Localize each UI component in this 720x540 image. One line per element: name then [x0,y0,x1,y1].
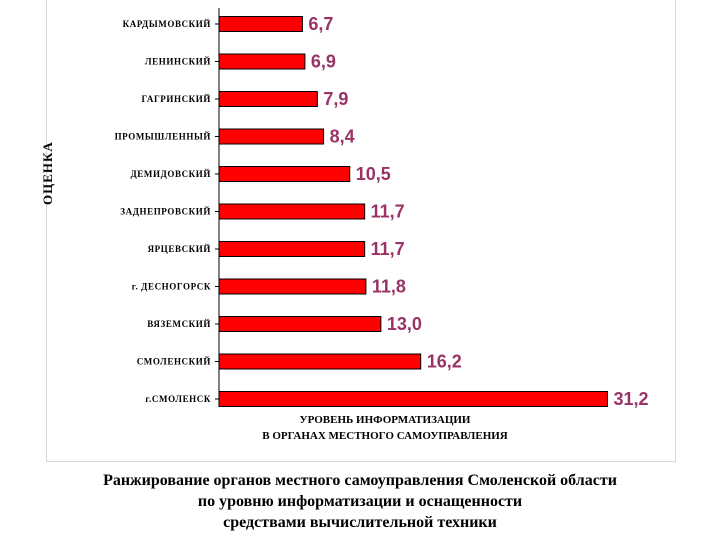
bar [218,241,366,257]
value-label: 8,4 [330,127,355,147]
y-axis-title: ОЦЕНКА [40,141,55,205]
category-label: ЗАДНЕПРОВСКИЙ [120,207,211,217]
value-label: 13,0 [387,314,422,334]
bars-group: КАРДЫМОВСКИЙ 6,7 ЛЕНИНСКИЙ 6,9 ГАГРИНСКИЙ 7,9… [115,14,649,409]
category-label: ПРОМЫШЛЕННЫЙ [115,132,211,142]
value-label: 6,7 [308,14,333,34]
category-label: ЛЕНИНСКИЙ [145,57,211,67]
category-label: КАРДЫМОВСКИЙ [123,19,211,29]
value-label: 16,2 [427,352,462,372]
bar [218,353,422,370]
value-label: 11,8 [372,277,406,297]
category-label: ГАГРИНСКИЙ [142,94,212,104]
category-label: ВЯЗЕМСКИЙ [147,319,211,329]
value-label: 10,5 [356,164,391,184]
bar [218,278,367,295]
bar-chart: КАРДЫМОВСКИЙ 6,7 ЛЕНИНСКИЙ 6,9 ГАГРИНСКИЙ 7,9… [115,8,649,409]
bar [218,16,303,32]
chart-frame [46,0,676,462]
bar [218,316,382,332]
category-label: ДЕМИДОВСКИЙ [130,169,211,179]
value-label: 11,7 [371,202,405,222]
x-axis-title-line-1: УРОВЕНЬ ИНФОРМАТИЗАЦИИ [299,414,471,426]
bar [218,166,351,182]
bar [218,203,366,220]
bar [218,391,608,407]
category-label: СМОЛЕНСКИЙ [137,357,211,367]
category-label: ЯРЦЕВСКИЙ [148,244,211,254]
caption-line-1: Ранжирование органов местного самоуправл… [103,472,617,489]
bar [218,91,318,107]
caption-line-2: по уровню информатизации и оснащенности [197,493,523,510]
category-label: г. ДЕСНОГОРСК [132,282,211,292]
bar [218,53,306,70]
category-label: г.СМОЛЕНСК [145,394,211,404]
value-label: 7,9 [323,89,348,109]
caption-line-3: средствами вычислительной техники [223,514,497,531]
x-axis-title-line-2: В ОРГАНАХ МЕСТНОГО САМОУПРАВЛЕНИЯ [262,430,508,442]
bar [218,128,325,145]
value-label: 11,7 [371,239,405,259]
value-label: 6,9 [311,52,336,72]
value-label: 31,2 [613,389,648,409]
